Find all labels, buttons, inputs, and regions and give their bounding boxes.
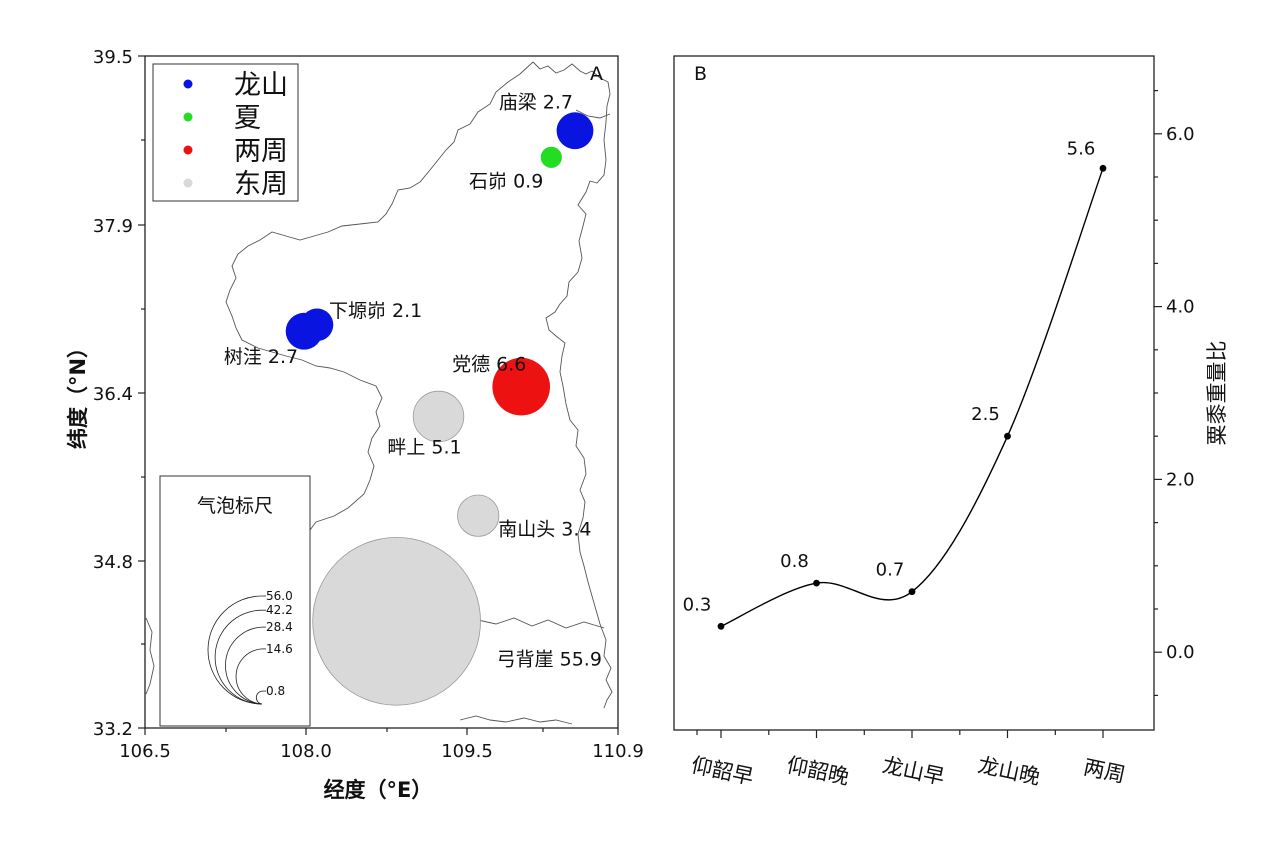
province-boundary-west [225, 61, 534, 531]
x-axis-a [144, 728, 619, 735]
bubble-scale-arcs: 56.042.2 28.4 14.6 0.8 [207, 589, 293, 705]
site-label: 党德 6.6 [452, 354, 526, 376]
data-label: 2.5 [971, 404, 1000, 425]
scale-label: 14.6 [266, 642, 293, 656]
scale-label: 56.0 [266, 589, 293, 603]
bubble-scale: 气泡标尺 56.042.2 28.4 14.6 0.8 [159, 475, 311, 727]
site-label: 南山头 3.4 [498, 519, 591, 541]
site-label: 弓背崖 55.9 [497, 648, 602, 670]
y-tick-label: 6.0 [1166, 124, 1195, 145]
y-axis-title-a: 纬度（°N） [66, 337, 90, 449]
data-point [813, 579, 820, 587]
y-tick-label: 0.0 [1166, 642, 1195, 663]
data-label: 0.3 [683, 594, 712, 615]
y-tick-label: 37.9 [93, 216, 133, 237]
panel-b-label: B [694, 63, 707, 85]
panel-a-label: A [590, 63, 603, 85]
scale-label: 0.8 [266, 684, 285, 698]
y-tick-label: 34.8 [93, 552, 133, 573]
legend-box [152, 63, 299, 202]
scale-arc [255, 690, 263, 705]
y-axis-b [1154, 89, 1162, 697]
y-axis-title-b: 粟黍重量比 [1205, 341, 1229, 446]
data-label-layer: 0.3 0.8 0.7 2.5 5.6 [683, 138, 1096, 615]
x-tick-label: 106.5 [119, 741, 171, 762]
legend-label-dongzhou: 东周 [234, 169, 288, 200]
legend-a: 龙山 夏 两周 东周 [152, 63, 299, 202]
panel-a: 庙梁 2.7 石峁 0.9 下塬峁 2.1 树洼 2.7 党德 6.6 畔上 5.1 南山头… [66, 47, 644, 802]
data-label: 0.7 [876, 560, 905, 581]
legend-marker-longshan [183, 79, 193, 89]
data-label: 5.6 [1067, 138, 1096, 159]
x-tick-label: 两周 [1081, 755, 1127, 787]
data-point [908, 588, 916, 596]
data-point [717, 622, 725, 630]
site-label: 畔上 5.1 [387, 437, 461, 459]
legend-label-longshan: 龙山 [234, 70, 288, 101]
y-tick-label: 33.2 [93, 719, 133, 740]
x-tick-label: 110.9 [592, 741, 644, 762]
y-tick-label: 39.5 [93, 47, 133, 68]
y-axis-a [138, 55, 145, 729]
panel-b: B 0.3 0.8 0.7 2.5 5.6 仰韶早 仰韶晚 龙山早 龙山晚 两周 0.0 2.0 4… [673, 55, 1229, 790]
map-detail [145, 109, 611, 695]
bubble-scale-title: 气泡标尺 [197, 495, 273, 517]
y-tick-label: 2.0 [1166, 469, 1195, 490]
x-tick-label: 仰韶晚 [785, 753, 852, 790]
site-bubble [312, 536, 481, 706]
legend-marker-xia [183, 112, 193, 122]
scale-arc [225, 626, 263, 705]
series-points [717, 164, 1107, 630]
site-label: 下塬峁 2.1 [329, 300, 422, 322]
data-point [1004, 432, 1011, 440]
x-tick-label: 108.0 [280, 741, 332, 762]
scale-arc [214, 609, 263, 705]
y-tick-label-layer: 0.0 2.0 4.0 6.0 [1166, 124, 1195, 663]
x-axis-title-a: 经度（°E） [324, 778, 433, 802]
x-tick-label: 龙山早 [880, 753, 947, 790]
scale-arc [207, 595, 263, 705]
legend-marker-dongzhou [183, 178, 193, 188]
site-bubble [457, 494, 500, 537]
panel-a-frame [144, 55, 619, 729]
site-bubble [492, 357, 550, 416]
x-tick-label: 仰韶早 [689, 753, 756, 790]
legend-marker-liangzhou [183, 145, 193, 155]
x-tick-label-layer: 仰韶早 仰韶晚 龙山早 龙山晚 两周 [689, 753, 1127, 790]
site-bubble [556, 112, 594, 150]
scale-label: 42.2 [266, 603, 293, 617]
site-label: 树洼 2.7 [224, 346, 298, 368]
province-boundary [532, 61, 613, 709]
legend-label-liangzhou: 两周 [234, 136, 288, 167]
bubble-label-layer: 庙梁 2.7 石峁 0.9 下塬峁 2.1 树洼 2.7 党德 6.6 畔上 5.1 南山头… [224, 92, 602, 671]
y-tick-label: 4.0 [1166, 297, 1195, 318]
legend-label-xia: 夏 [234, 103, 261, 134]
site-label: 石峁 0.9 [469, 170, 543, 192]
y-tick-label: 36.4 [93, 384, 133, 405]
scale-arc [235, 648, 263, 705]
bubble-layer [285, 112, 594, 706]
bubble-scale-box [159, 475, 311, 727]
site-bubble [285, 312, 323, 350]
x-axis-b [696, 730, 1104, 738]
data-label: 0.8 [780, 551, 809, 572]
x-tick-label: 龙山晚 [976, 753, 1043, 790]
site-bubble [540, 146, 562, 168]
data-point [1099, 164, 1107, 172]
scale-label: 28.4 [266, 620, 293, 634]
site-label: 庙梁 2.7 [499, 92, 573, 114]
series-line [720, 168, 1104, 627]
x-tick-label: 109.5 [441, 741, 493, 762]
site-bubble [412, 390, 465, 443]
